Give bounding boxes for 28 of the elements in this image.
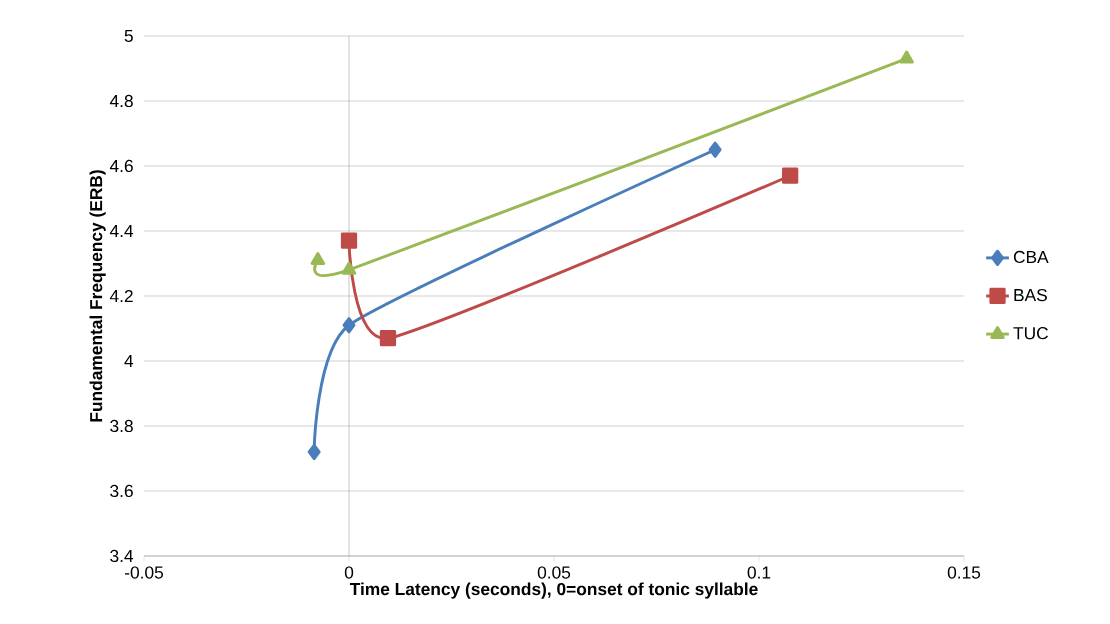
x-tick-label: 0.05 [537,566,571,579]
point [782,167,799,184]
legend-label: BAS [1014,288,1047,302]
point [342,317,356,334]
y-tick-label: 3.4 [110,549,134,563]
point [899,50,914,64]
x-tick-label: -0.05 [125,566,164,579]
legend-label: CBA [1013,250,1049,264]
point [307,443,321,461]
point [379,330,397,347]
y-tick-label: 3.6 [110,484,133,498]
y-tick-label: 4.2 [109,289,133,303]
x-tick-label: 0.1 [747,566,771,579]
y-axis-title: Fundamental Frequency (ERB) [89,170,106,422]
y-tick-label: 4.8 [109,94,133,108]
point [341,261,357,275]
y-tick-label: 4.6 [109,159,133,173]
y-tick-label: 4.4 [109,225,134,237]
x-axis-title: Time Latency (seconds), 0=onset of tonic syllable [349,582,758,599]
y-tick-label: 4 [124,355,134,367]
y-tick-label: 5 [124,29,133,43]
x-tick-label: 0.15 [947,566,981,579]
point [310,252,326,266]
point [340,232,358,249]
y-tick-label: 3.8 [110,419,133,433]
point [708,141,722,158]
legend-label: TUC [1013,327,1048,340]
x-tick-label: 0 [344,566,354,579]
